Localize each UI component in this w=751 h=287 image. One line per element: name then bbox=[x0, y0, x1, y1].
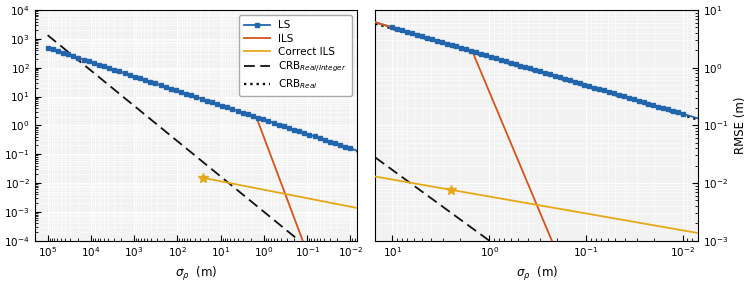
X-axis label: $\sigma_\rho$  (m): $\sigma_\rho$ (m) bbox=[516, 265, 558, 283]
Legend: LS, ILS, Correct ILS, CRB$_{Real/Integer}$, CRB$_{Real}$: LS, ILS, Correct ILS, CRB$_{Real/Integer… bbox=[239, 15, 352, 96]
Y-axis label: RMSE (m): RMSE (m) bbox=[734, 97, 746, 154]
X-axis label: $\sigma_\rho$  (m): $\sigma_\rho$ (m) bbox=[175, 265, 217, 283]
